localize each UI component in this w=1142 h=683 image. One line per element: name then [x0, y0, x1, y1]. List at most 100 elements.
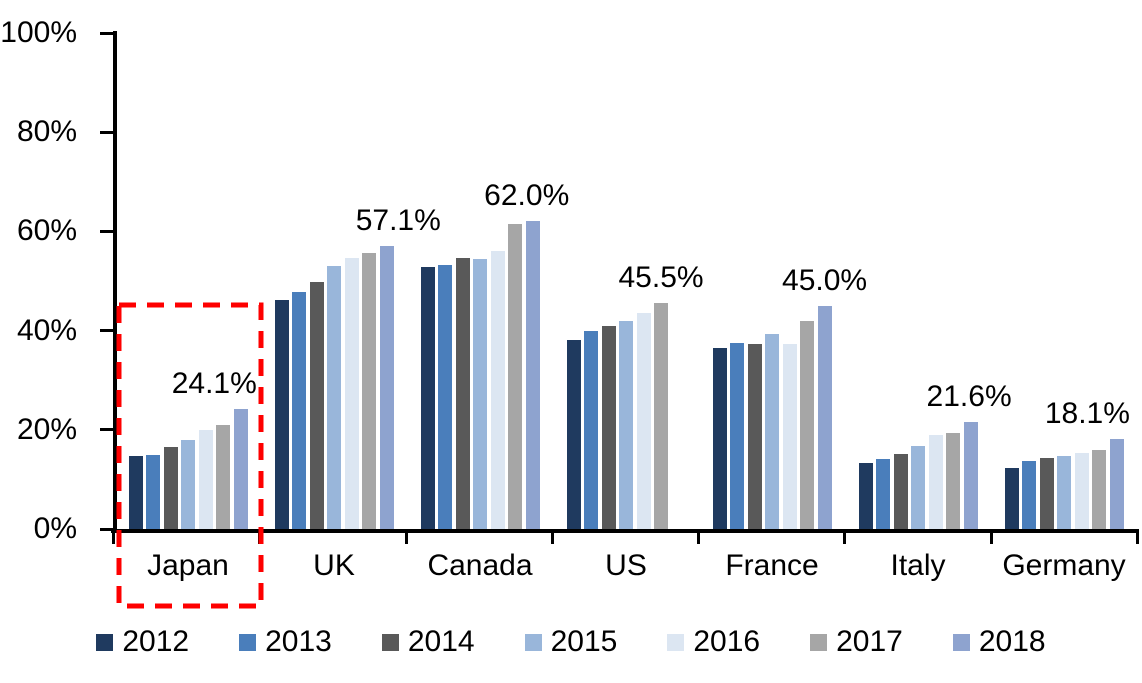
x-axis-tick — [112, 529, 115, 544]
legend-swatch-2015 — [524, 633, 542, 651]
bar-canada-2012 — [420, 267, 435, 529]
legend-item-2012: 2012 — [96, 625, 189, 659]
bar-france-2014 — [747, 343, 762, 529]
legend-swatch-2012 — [96, 633, 114, 651]
legend-swatch-2017 — [810, 633, 828, 651]
bar-italy-2012 — [858, 462, 873, 529]
legend-label-2016: 2016 — [693, 625, 761, 658]
bar-uk-2013 — [292, 292, 306, 529]
y-axis-tick-label: 40% — [16, 313, 77, 347]
category-group-japan: 24.1% Japan — [115, 31, 261, 582]
x-axis-tick — [989, 529, 993, 544]
bar-uk-2015 — [327, 265, 341, 529]
data-label-france: 45.0% — [782, 263, 868, 297]
bar-france-2015 — [765, 334, 779, 529]
bar-us-2013 — [584, 331, 598, 529]
bar-canada-2013 — [438, 265, 452, 529]
bars-italy — [845, 31, 991, 529]
bar-france-2013 — [730, 343, 744, 529]
bar-japan-2013 — [146, 454, 160, 529]
y-axis-tick — [100, 130, 113, 134]
legend-swatch-2014 — [381, 633, 399, 651]
y-axis-tick — [100, 527, 113, 531]
legend: 2012 2013 2014 2015 2016 2017 2018 — [0, 625, 1142, 659]
x-axis-tick — [258, 529, 262, 544]
bar-france-2017 — [800, 320, 814, 529]
bar-us-2016 — [636, 313, 651, 529]
y-axis-tick-label: 60% — [16, 214, 77, 248]
x-axis-label-japan: Japan — [147, 549, 229, 582]
bar-us-2014 — [601, 326, 616, 529]
bar-japan-2018 — [233, 409, 248, 529]
x-axis-tick — [843, 529, 847, 544]
x-axis-label-france: France — [725, 549, 819, 582]
y-axis-tick-label: 20% — [16, 412, 77, 446]
category-group-uk: 57.1% UK — [261, 31, 441, 582]
legend-swatch-2016 — [667, 633, 685, 651]
legend-item-2015: 2015 — [524, 625, 618, 659]
legend-item-2016: 2016 — [667, 625, 760, 659]
x-axis-line — [111, 529, 1139, 533]
bar-germany-2018 — [1109, 439, 1124, 529]
legend-label-2015: 2015 — [550, 625, 618, 658]
bar-germany-2012 — [1004, 468, 1019, 529]
legend-item-2018: 2018 — [952, 625, 1046, 659]
x-axis-tick — [550, 529, 554, 544]
bar-canada-2017 — [508, 223, 522, 529]
y-axis-tick — [100, 428, 113, 432]
bar-us-2015 — [619, 320, 633, 529]
bar-uk-2017 — [362, 252, 376, 529]
y-axis-line — [113, 31, 117, 533]
bar-japan-2012 — [128, 455, 143, 529]
x-axis-label-uk: UK — [313, 549, 355, 582]
y-axis-tick — [100, 329, 113, 333]
bar-uk-2016 — [344, 258, 359, 529]
data-label-uk: 57.1% — [355, 203, 441, 237]
bar-italy-2017 — [946, 433, 960, 529]
bar-uk-2014 — [309, 282, 324, 529]
category-group-italy: 21.6% Italy — [845, 31, 1012, 582]
y-axis-tick-label: 80% — [16, 115, 77, 149]
bar-germany-2013 — [1022, 460, 1036, 529]
bar-japan-2014 — [163, 447, 178, 529]
bar-italy-2014 — [893, 453, 908, 529]
category-group-france: 45.0% France — [699, 31, 867, 582]
data-label-canada: 62.0% — [484, 179, 570, 213]
legend-label-2013: 2013 — [265, 625, 332, 658]
category-group-canada: 62.0% Canada — [407, 31, 569, 582]
bar-japan-2017 — [216, 424, 230, 529]
y-axis-tick-label: 100% — [0, 16, 77, 49]
legend-label-2014: 2014 — [407, 625, 475, 658]
legend-label-2012: 2012 — [122, 625, 190, 658]
bar-canada-2014 — [455, 257, 470, 529]
bar-france-2018 — [817, 305, 832, 529]
legend-swatch-2013 — [239, 633, 257, 651]
y-axis-tick — [100, 229, 113, 233]
category-group-germany: 18.1% Germany — [991, 31, 1137, 582]
x-axis-label-canada: Canada — [427, 549, 533, 582]
data-label-italy: 21.6% — [926, 379, 1012, 413]
legend-swatch-2018 — [952, 633, 970, 651]
bar-germany-2014 — [1039, 457, 1054, 529]
legend-label-2018: 2018 — [978, 625, 1046, 658]
x-axis-label-italy: Italy — [890, 549, 946, 582]
bar-germany-2016 — [1074, 452, 1089, 529]
bars-japan — [115, 31, 261, 529]
data-label-us: 45.5% — [618, 261, 704, 295]
bar-france-2012 — [712, 347, 727, 529]
data-label-germany: 18.1% — [1044, 397, 1130, 431]
bar-italy-2015 — [911, 445, 925, 529]
legend-item-2013: 2013 — [239, 625, 332, 659]
bars-germany — [991, 31, 1137, 529]
x-axis-tick — [697, 529, 701, 544]
bar-uk-2018 — [379, 245, 394, 529]
bars-france — [699, 31, 845, 529]
bar-us-2017 — [654, 303, 668, 529]
bar-france-2016 — [782, 344, 797, 529]
legend-item-2017: 2017 — [810, 625, 903, 659]
x-axis-tick — [404, 529, 408, 544]
bar-germany-2017 — [1092, 450, 1106, 529]
x-axis-label-germany: Germany — [1002, 549, 1126, 582]
x-axis-tick — [1136, 529, 1139, 544]
legend-label-2017: 2017 — [836, 625, 903, 658]
